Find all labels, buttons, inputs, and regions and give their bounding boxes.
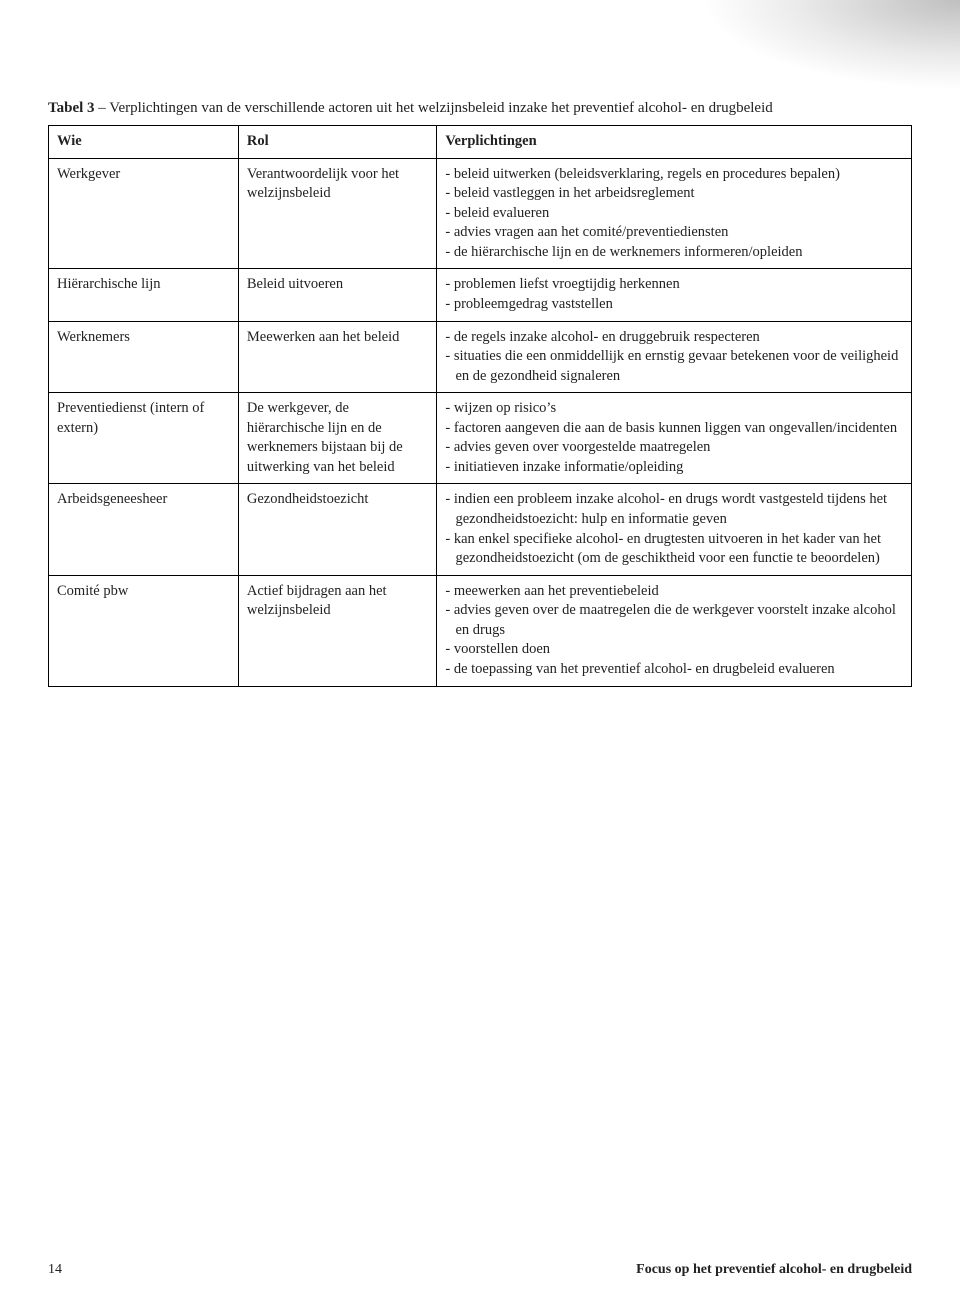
cell-rol: Gezondheidstoezicht	[238, 484, 436, 575]
cell-wie: Preventiedienst (intern of extern)	[49, 393, 239, 484]
list-item: advies vragen aan het comité/preventiedi…	[445, 223, 903, 243]
list-item: beleid uitwerken (beleidsverklaring, reg…	[445, 165, 903, 185]
col-header-rol: Rol	[238, 126, 436, 159]
cell-verplichtingen: meewerken aan het preventiebeleidadvies …	[437, 575, 912, 686]
caption-text: – Verplichtingen van de verschillende ac…	[95, 100, 773, 116]
table-row: Comité pbwActief bijdragen aan het welzi…	[49, 575, 912, 686]
col-header-wie: Wie	[49, 126, 239, 159]
list-item: wijzen op risico’s	[445, 399, 903, 419]
table-row: WerknemersMeewerken aan het beleid de reg…	[49, 321, 912, 393]
list-item: de regels inzake alcohol- en druggebruik…	[445, 328, 903, 348]
list-item: de hiërarchische lijn en de werknemers i…	[445, 243, 903, 263]
col-header-verplichtingen: Verplichtingen	[437, 126, 912, 159]
list-item: meewerken aan het preventiebeleid	[445, 582, 903, 602]
list-item: beleid evalueren	[445, 204, 903, 224]
list-item: problemen liefst vroegtijdig herkennen	[445, 275, 903, 295]
list-item: indien een probleem inzake alcohol- en d…	[445, 490, 903, 529]
table-row: ArbeidsgeneesheerGezondheidstoezichtindi…	[49, 484, 912, 575]
table-row: Hiërarchische lijnBeleid uitvoerenproble…	[49, 269, 912, 321]
list-item: beleid vastleggen in het arbeidsreglemen…	[445, 184, 903, 204]
list-item: de toepassing van het preventief alcohol…	[445, 660, 903, 680]
cell-verplichtingen: beleid uitwerken (beleidsverklaring, reg…	[437, 158, 912, 269]
obligations-list: indien een probleem inzake alcohol- en d…	[445, 490, 903, 568]
caption-label: Tabel 3	[48, 100, 95, 116]
cell-rol: Verantwoordelijk voor het welzijnsbeleid	[238, 158, 436, 269]
table-caption: Tabel 3 – Verplichtingen van de verschil…	[48, 40, 912, 117]
cell-rol: Actief bijdragen aan het welzijnsbeleid	[238, 575, 436, 686]
list-item: probleemgedrag vaststellen	[445, 295, 903, 315]
running-title: Focus op het preventief alcohol- en drug…	[636, 1262, 912, 1278]
table-row: WerkgeverVerantwoordelijk voor het welzi…	[49, 158, 912, 269]
list-item: situaties die een onmiddellijk en ernsti…	[445, 347, 903, 386]
obligations-list: problemen liefst vroegtijdig herkennenpr…	[445, 275, 903, 314]
cell-verplichtingen: problemen liefst vroegtijdig herkennenpr…	[437, 269, 912, 321]
obligations-list: meewerken aan het preventiebeleidadvies …	[445, 582, 903, 680]
list-item: factoren aangeven die aan de basis kunne…	[445, 419, 903, 439]
list-item: voorstellen doen	[445, 640, 903, 660]
cell-verplichtingen: indien een probleem inzake alcohol- en d…	[437, 484, 912, 575]
page-number: 14	[48, 1262, 62, 1278]
list-item: initiatieven inzake informatie/opleiding	[445, 458, 903, 478]
table-header-row: Wie Rol Verplichtingen	[49, 126, 912, 159]
cell-verplichtingen: de regels inzake alcohol- en druggebruik…	[437, 321, 912, 393]
list-item: advies geven over de maatregelen die de …	[445, 601, 903, 640]
page: Tabel 3 – Verplichtingen van de verschil…	[0, 0, 960, 1306]
obligations-list: de regels inzake alcohol- en druggebruik…	[445, 328, 903, 387]
list-item: kan enkel specifieke alcohol- en drugtes…	[445, 530, 903, 569]
cell-rol: Meewerken aan het beleid	[238, 321, 436, 393]
cell-wie: Werknemers	[49, 321, 239, 393]
cell-verplichtingen: wijzen op risico’sfactoren aangeven die …	[437, 393, 912, 484]
obligations-list: beleid uitwerken (beleidsverklaring, reg…	[445, 165, 903, 263]
table-row: Preventiedienst (intern of extern)De wer…	[49, 393, 912, 484]
list-item: advies geven over voorgestelde maatregel…	[445, 438, 903, 458]
obligations-table: Wie Rol Verplichtingen WerkgeverVerantwo…	[48, 125, 912, 687]
page-footer: 14 Focus op het preventief alcohol- en d…	[48, 1262, 912, 1278]
cell-wie: Werkgever	[49, 158, 239, 269]
cell-wie: Hiërarchische lijn	[49, 269, 239, 321]
cell-rol: Beleid uitvoeren	[238, 269, 436, 321]
obligations-list: wijzen op risico’sfactoren aangeven die …	[445, 399, 903, 477]
cell-rol: De werkgever, de hiërarchische lijn en d…	[238, 393, 436, 484]
cell-wie: Arbeidsgeneesheer	[49, 484, 239, 575]
cell-wie: Comité pbw	[49, 575, 239, 686]
